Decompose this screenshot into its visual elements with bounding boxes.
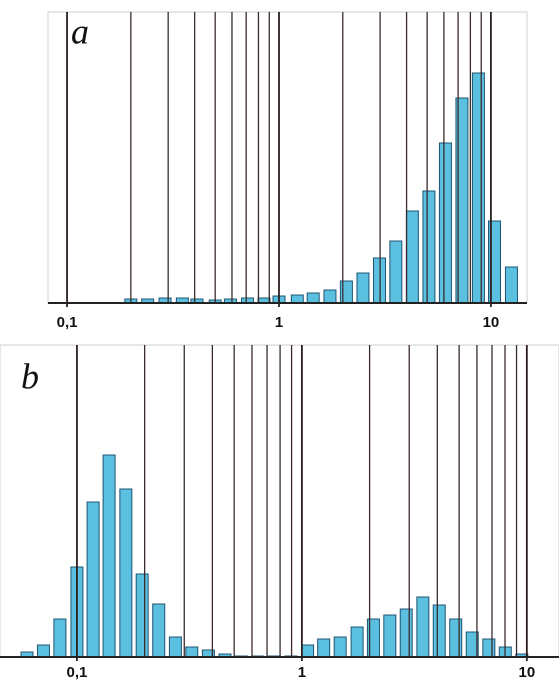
panel-label: a [71,11,89,51]
bar [317,638,331,658]
bar [290,294,304,304]
bar [383,614,397,658]
bar [168,636,182,658]
x-tick-label: 0,1 [57,314,78,331]
bar [350,626,364,658]
bar [482,638,496,658]
x-tick-label: 1 [275,314,283,331]
bar [323,289,337,304]
bar [135,573,149,658]
bar [432,604,446,658]
bar [449,618,463,658]
bar [301,644,315,658]
x-tick-label: 10 [483,314,500,331]
bar [399,608,413,658]
panel-label: b [21,356,39,396]
x-tick-label: 10 [518,664,535,681]
bar [389,240,403,304]
bar [53,618,67,658]
bar [405,210,419,304]
x-tick-label: 0,1 [67,664,88,681]
bar [152,603,166,658]
bar [504,266,518,304]
bar [416,596,430,658]
plot-frame [47,11,528,304]
bar [471,72,485,304]
bar [356,272,370,304]
bar [102,454,116,658]
bar [185,646,199,658]
bar [119,488,133,658]
bar [438,142,452,304]
bar [306,292,320,304]
x-tick-label: 1 [298,664,306,681]
bar [86,501,100,658]
bar [333,636,347,658]
bar [36,644,50,658]
bar [422,190,436,304]
